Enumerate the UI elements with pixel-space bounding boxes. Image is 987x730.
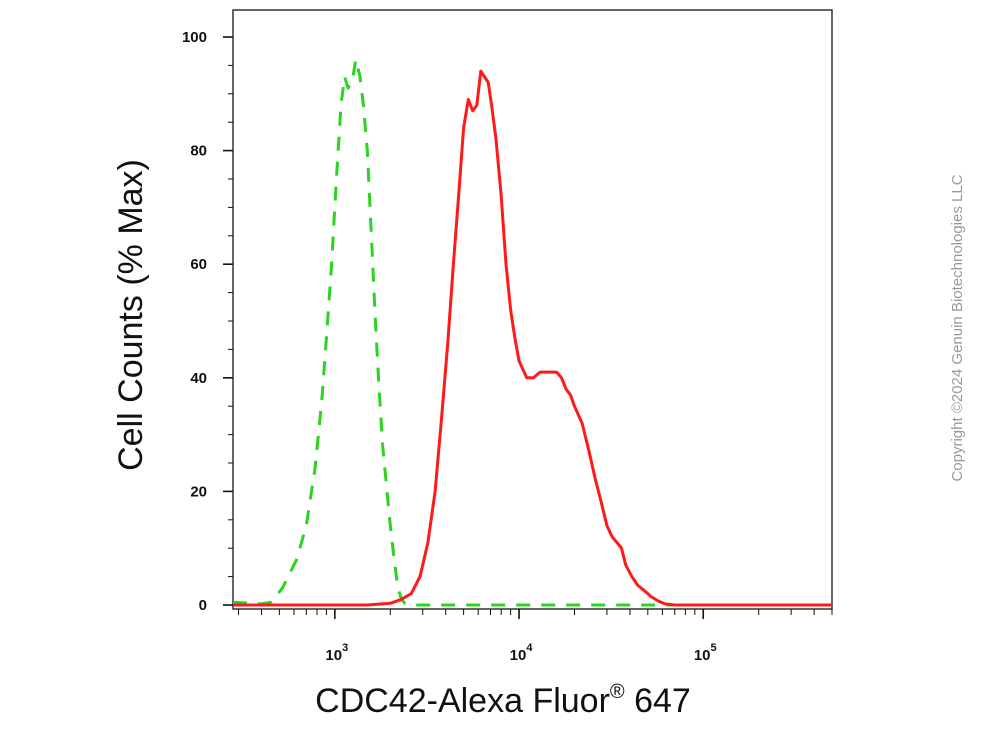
y-tick-label: 60 — [190, 256, 207, 273]
x-tick-label-base: 10 — [325, 647, 342, 664]
x-tick-label: 104 — [510, 642, 534, 664]
y-tick-label: 80 — [190, 143, 207, 160]
x-tick-label-exponent: 5 — [711, 642, 717, 654]
x-tick-label-base: 10 — [694, 647, 711, 664]
x-axis-title-suffix: 647 — [625, 682, 691, 720]
y-axis: 0 20 40 60 80 100 — [182, 29, 233, 614]
y-tick-label: 0 — [199, 597, 207, 614]
copyright-notice: Copyright ©2024 Genuin Biotechnologies L… — [949, 174, 966, 481]
x-tick-label: 105 — [694, 642, 717, 664]
x-axis-title-mark: ® — [610, 681, 625, 703]
y-tick-label: 20 — [190, 483, 207, 500]
y-axis-title: Cell Counts (% Max) — [112, 159, 150, 471]
x-axis-title-main: CDC42-Alexa Fluor — [315, 682, 610, 720]
x-tick-label-base: 10 — [510, 647, 527, 664]
y-tick-label: 100 — [182, 29, 207, 46]
x-tick-label-exponent: 3 — [342, 642, 348, 654]
y-tick-label: 40 — [190, 370, 207, 387]
x-tick-label: 103 — [325, 642, 348, 664]
x-tick-label-exponent: 4 — [526, 642, 533, 654]
x-axis-title: CDC42-Alexa Fluor® 647 — [315, 681, 691, 720]
sample-histogram-line — [233, 69, 832, 607]
x-axis: 103 104 105 — [238, 609, 833, 664]
series-layer — [232, 58, 832, 607]
control-histogram-line — [232, 58, 832, 607]
plot-frame — [232, 9, 833, 610]
